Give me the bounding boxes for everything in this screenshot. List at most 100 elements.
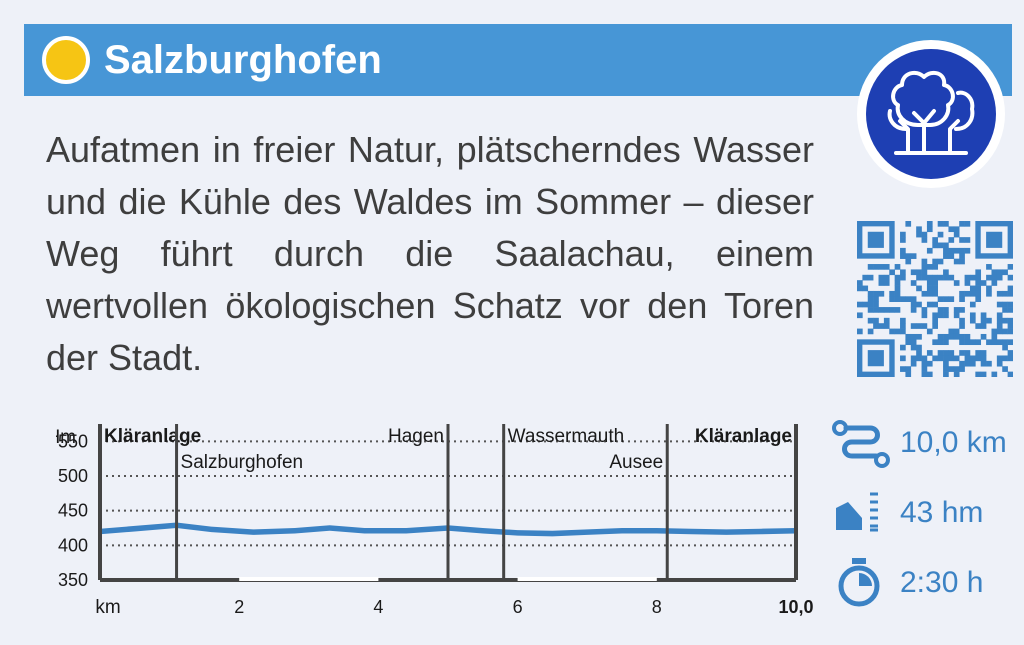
qr-module <box>916 269 922 276</box>
qr-module <box>964 355 971 362</box>
qr-module <box>991 339 998 346</box>
qr-module <box>948 247 955 254</box>
qr-module <box>969 355 976 362</box>
qr-module <box>969 290 976 297</box>
waypoint-label: Kläranlage <box>104 426 201 447</box>
qr-module <box>1002 307 1008 313</box>
qr-module <box>980 317 987 324</box>
qr-module <box>991 274 998 281</box>
qr-module <box>959 317 965 324</box>
qr-module <box>926 285 933 292</box>
qr-code[interactable] <box>857 221 1013 377</box>
x-tick-label: 4 <box>373 597 383 617</box>
qr-module <box>932 280 938 286</box>
stats-panel: 10,0 km 43 hm 2:30 h <box>830 418 1020 618</box>
qr-module <box>986 339 992 346</box>
qr-module <box>883 317 890 324</box>
qr-module <box>900 253 906 259</box>
qr-module <box>873 264 879 270</box>
qr-module <box>980 323 987 329</box>
qr-module <box>878 264 885 270</box>
qr-module <box>953 312 960 319</box>
qr-finder-core <box>986 231 1003 248</box>
qr-module <box>943 247 949 254</box>
qr-module <box>921 371 928 377</box>
qr-module <box>910 296 917 302</box>
qr-module <box>867 301 874 308</box>
qr-module <box>959 339 965 346</box>
waypoint-label: Wassermauth <box>508 426 625 447</box>
qr-module <box>953 328 960 335</box>
qr-module <box>926 371 933 377</box>
qr-module <box>964 247 971 254</box>
qr-module <box>883 264 890 270</box>
qr-module <box>996 339 1003 346</box>
qr-module <box>980 360 987 367</box>
qr-module <box>873 317 879 324</box>
qr-module <box>953 226 960 233</box>
qr-module <box>986 264 992 270</box>
qr-module <box>900 274 906 281</box>
qr-module <box>959 296 965 302</box>
duration-stat: 2:30 h <box>830 558 1020 608</box>
qr-module <box>959 253 965 259</box>
qr-module <box>894 274 901 281</box>
qr-module <box>889 290 895 297</box>
qr-module <box>916 301 922 308</box>
qr-module <box>889 307 895 313</box>
qr-module <box>937 307 944 313</box>
qr-module <box>873 301 879 308</box>
duration-value: 2:30 h <box>900 566 984 599</box>
forest-trees-icon <box>866 49 996 179</box>
qr-module <box>900 328 906 335</box>
qr-module <box>894 307 901 313</box>
qr-module <box>921 312 928 319</box>
qr-module <box>991 328 998 335</box>
qr-module <box>932 290 938 297</box>
qr-module <box>900 269 906 276</box>
qr-module <box>926 264 933 270</box>
qr-module <box>996 360 1003 367</box>
qr-module <box>921 360 928 367</box>
qr-module <box>894 328 901 335</box>
qr-module <box>1002 317 1008 324</box>
qr-module <box>921 307 928 313</box>
qr-module <box>883 323 890 329</box>
qr-module <box>953 280 960 286</box>
qr-module <box>857 280 863 286</box>
qr-module <box>964 237 971 243</box>
qr-module <box>926 226 933 233</box>
qr-module <box>910 301 917 308</box>
qr-module <box>969 301 976 308</box>
qr-module <box>873 323 879 329</box>
qr-module <box>900 231 906 238</box>
qr-module <box>959 350 965 356</box>
qr-module <box>921 366 928 372</box>
qr-module <box>964 339 971 346</box>
qr-module <box>878 307 885 313</box>
qr-module <box>1002 290 1008 297</box>
y-tick-label: 350 <box>58 570 88 590</box>
qr-module <box>894 296 901 302</box>
qr-module <box>894 285 901 292</box>
qr-module <box>867 296 874 302</box>
qr-module <box>943 339 949 346</box>
qr-module <box>953 355 960 362</box>
qr-module <box>867 264 874 270</box>
qr-module <box>975 274 982 281</box>
qr-module <box>980 280 987 286</box>
qr-module <box>964 221 971 227</box>
qr-module <box>873 307 879 313</box>
qr-module <box>937 355 944 362</box>
qr-module <box>1007 328 1013 335</box>
qr-module <box>932 339 938 346</box>
waypoint-label: Ausee <box>609 452 663 473</box>
qr-module <box>943 307 949 313</box>
qr-module <box>943 274 949 281</box>
elevation-value: 43 hm <box>900 496 984 529</box>
qr-module <box>937 339 944 346</box>
qr-module <box>900 237 906 243</box>
qr-module <box>943 360 949 367</box>
qr-module <box>943 366 949 372</box>
qr-module <box>986 360 992 367</box>
